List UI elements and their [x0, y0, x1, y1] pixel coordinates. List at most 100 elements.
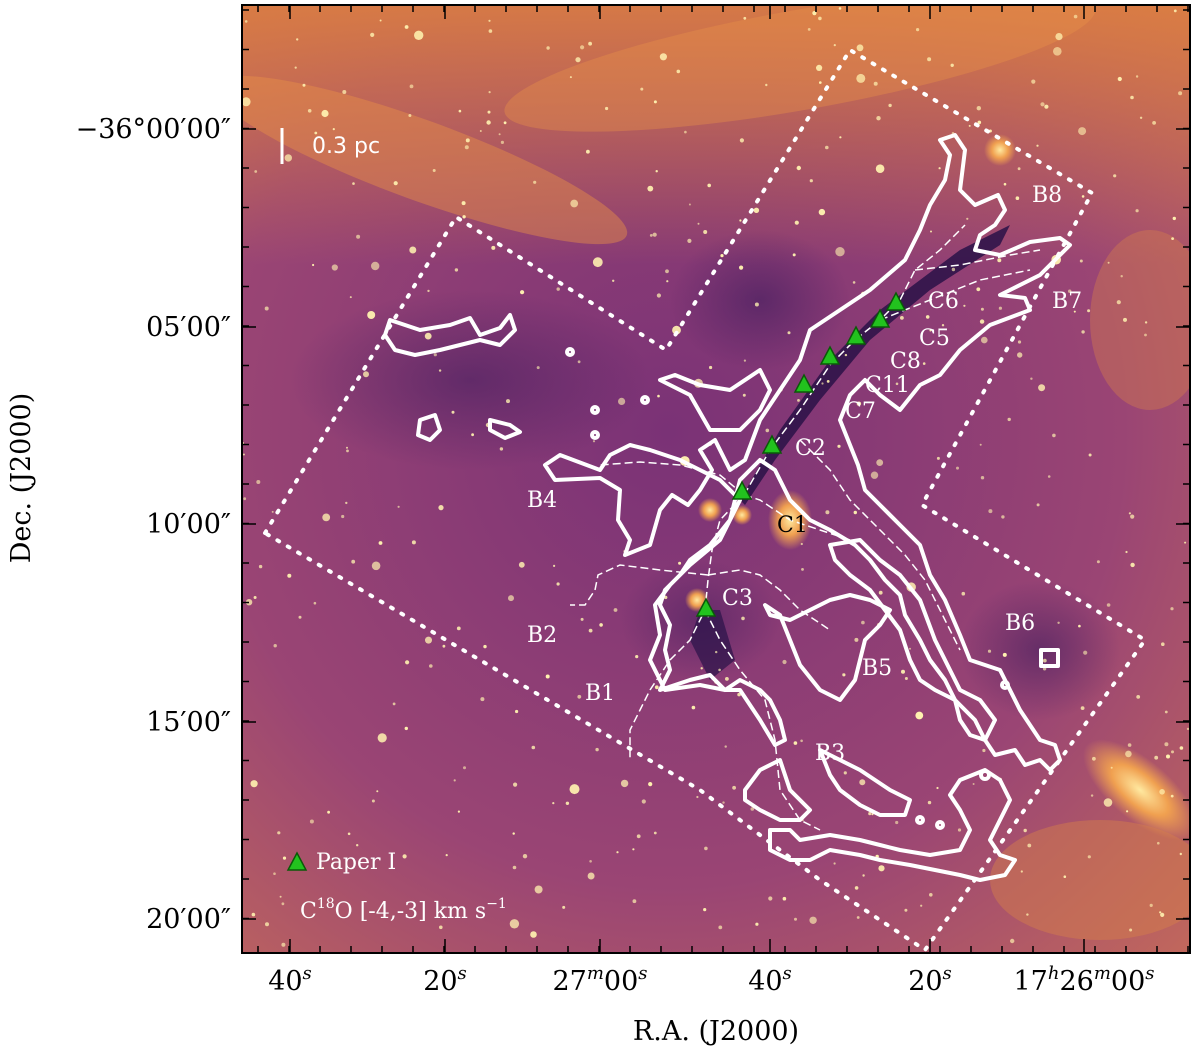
star — [442, 644, 446, 648]
star — [562, 905, 566, 909]
star — [838, 7, 842, 10]
star — [1164, 742, 1169, 747]
star — [988, 509, 993, 514]
star — [904, 677, 908, 680]
star — [754, 302, 759, 307]
star — [1036, 144, 1039, 147]
label-c2: C2 — [795, 436, 826, 461]
star — [498, 133, 501, 136]
star — [1057, 621, 1060, 624]
label-c8: C8 — [890, 349, 921, 374]
star — [592, 257, 603, 268]
star — [1159, 789, 1165, 795]
star — [687, 238, 692, 243]
star — [657, 394, 660, 398]
star — [1080, 706, 1085, 710]
image-panel — [242, 5, 1190, 953]
star — [797, 399, 800, 402]
star — [1073, 14, 1078, 19]
star — [1170, 794, 1174, 798]
star — [648, 782, 653, 787]
star — [725, 677, 729, 681]
star — [640, 87, 644, 91]
star — [451, 410, 455, 414]
label-b8: B8 — [1032, 183, 1062, 208]
star — [346, 449, 349, 453]
star — [1106, 603, 1111, 607]
star — [616, 851, 619, 854]
legend-contour-label: C18O [-4,-3] km s−1 — [300, 896, 507, 924]
star — [856, 44, 864, 52]
star — [392, 702, 396, 706]
star — [665, 269, 669, 274]
star — [287, 573, 292, 578]
star — [480, 697, 485, 702]
star — [796, 165, 801, 171]
label-b4: B4 — [527, 488, 557, 513]
star — [672, 325, 681, 335]
xtick-label-1: 20s — [423, 963, 467, 997]
star — [741, 616, 745, 621]
star — [408, 114, 412, 117]
star — [843, 771, 847, 775]
star — [868, 812, 872, 816]
ytick-label-4: 20′00″ — [146, 904, 231, 935]
star — [509, 919, 520, 929]
label-b5: B5 — [862, 656, 892, 681]
star — [853, 510, 857, 515]
star — [515, 709, 519, 714]
star — [951, 267, 956, 272]
star — [916, 28, 920, 32]
star — [1017, 167, 1021, 171]
star — [647, 185, 654, 192]
label-c3: C3 — [722, 586, 753, 611]
star — [1083, 650, 1088, 655]
star — [1173, 9, 1177, 13]
star — [632, 848, 635, 851]
star — [739, 219, 742, 222]
star — [997, 258, 1002, 263]
star — [1120, 275, 1123, 278]
star — [1154, 755, 1159, 760]
star — [577, 694, 582, 699]
star — [750, 807, 755, 811]
xtick-label-4: 20s — [908, 963, 952, 997]
star — [454, 268, 459, 272]
star — [546, 46, 550, 50]
star — [765, 428, 770, 433]
star — [439, 925, 443, 930]
star — [807, 28, 811, 31]
star — [456, 626, 461, 631]
star — [653, 100, 657, 104]
star — [696, 795, 699, 799]
legend: Paper I C18O [-4,-3] km s−1 — [286, 850, 507, 924]
star — [592, 440, 596, 443]
star — [1161, 642, 1165, 646]
star — [800, 739, 803, 743]
star — [878, 865, 885, 872]
star — [1073, 310, 1076, 313]
star — [314, 131, 318, 135]
region-labels: B4 B2 B1 B3 B5 B6 B7 B8 C1 C2 C3 C5 C6 C… — [527, 183, 1082, 766]
star — [709, 365, 713, 370]
star — [957, 828, 962, 832]
star — [979, 443, 982, 446]
star — [676, 69, 681, 74]
star — [1090, 794, 1094, 797]
star — [1157, 841, 1160, 845]
star — [1178, 91, 1183, 96]
star — [819, 81, 822, 84]
star — [825, 510, 830, 515]
star — [282, 856, 287, 860]
label-b1: B1 — [585, 681, 615, 706]
star — [979, 319, 985, 324]
star — [1110, 766, 1113, 769]
star — [720, 254, 724, 258]
star — [1092, 756, 1096, 761]
star — [349, 296, 352, 299]
star — [929, 329, 932, 332]
star — [950, 63, 954, 67]
xtick-label-5: 17h26m00s — [1014, 963, 1155, 997]
